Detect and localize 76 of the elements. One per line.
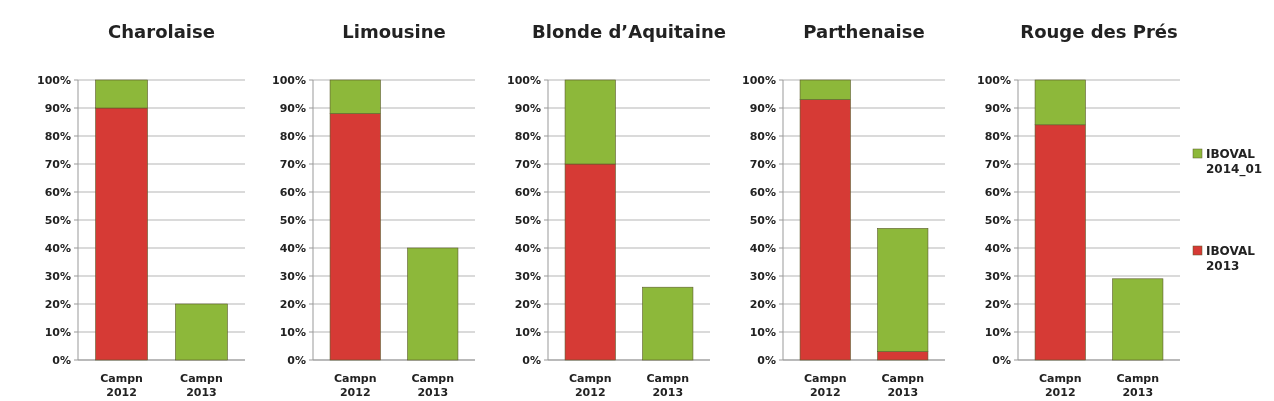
y-tick-label: 80%: [514, 129, 541, 143]
y-tick-label: 10%: [44, 325, 71, 339]
y-tick-label: 0%: [52, 353, 71, 367]
y-tick-label: 30%: [44, 269, 71, 283]
chart-title: Charolaise: [108, 21, 215, 42]
y-tick-label: 80%: [984, 129, 1011, 143]
y-tick-label: 40%: [514, 241, 541, 255]
y-tick-label: 90%: [279, 101, 306, 115]
y-tick-label: 30%: [279, 269, 306, 283]
y-tick-label: 70%: [279, 157, 306, 171]
y-tick-label: 90%: [44, 101, 71, 115]
x-tick-label: Campn 2012: [333, 372, 377, 399]
y-tick-label: 60%: [984, 185, 1011, 199]
bar: [1112, 278, 1164, 361]
x-tick-label: Campn 2012: [568, 372, 612, 399]
y-tick-label: 50%: [749, 213, 776, 227]
chart-title: Blonde d’Aquitaine: [532, 21, 726, 42]
y-tick-label: 0%: [992, 353, 1011, 367]
y-tick-label: 30%: [749, 269, 776, 283]
chart-title: Limousine: [342, 21, 446, 42]
y-tick-label: 10%: [984, 325, 1011, 339]
y-tick-label: 50%: [514, 213, 541, 227]
y-tick-label: 80%: [749, 129, 776, 143]
y-tick-label: 50%: [984, 213, 1011, 227]
legend-label: IBOVAL 2014_01: [1206, 147, 1263, 177]
bar: [642, 286, 694, 361]
y-tick-label: 20%: [749, 297, 776, 311]
y-tick-label: 10%: [514, 325, 541, 339]
x-tick-label: Campn 2013: [646, 372, 690, 399]
y-tick-label: 100%: [507, 73, 541, 87]
y-tick-label: 90%: [749, 101, 776, 115]
y-tick-label: 10%: [749, 325, 776, 339]
y-tick-label: 80%: [279, 129, 306, 143]
y-tick-label: 20%: [279, 297, 306, 311]
y-tick-label: 20%: [514, 297, 541, 311]
y-tick-label: 0%: [287, 353, 306, 367]
y-tick-label: 60%: [749, 185, 776, 199]
y-tick-label: 50%: [44, 213, 71, 227]
y-tick-label: 40%: [44, 241, 71, 255]
y-tick-label: 60%: [44, 185, 71, 199]
y-tick-label: 100%: [977, 73, 1011, 87]
x-tick-label: Campn 2013: [411, 372, 455, 399]
y-tick-label: 70%: [984, 157, 1011, 171]
y-tick-label: 100%: [37, 73, 71, 87]
legend-label: IBOVAL 2013: [1206, 244, 1256, 273]
y-tick-label: 0%: [522, 353, 541, 367]
x-tick-label: Campn 2012: [1038, 372, 1082, 399]
y-tick-label: 70%: [514, 157, 541, 171]
y-tick-label: 60%: [279, 185, 306, 199]
y-tick-label: 50%: [279, 213, 306, 227]
y-tick-label: 70%: [749, 157, 776, 171]
y-tick-label: 90%: [514, 101, 541, 115]
x-tick-label: Campn 2012: [803, 372, 847, 399]
y-tick-label: 40%: [984, 241, 1011, 255]
y-tick-label: 0%: [757, 353, 776, 367]
x-tick-label: Campn 2013: [1116, 372, 1160, 399]
y-tick-label: 60%: [514, 185, 541, 199]
y-tick-label: 90%: [984, 101, 1011, 115]
y-tick-label: 80%: [44, 129, 71, 143]
bar: [407, 247, 459, 361]
y-tick-label: 100%: [272, 73, 306, 87]
y-tick-label: 100%: [742, 73, 776, 87]
chart-title: Rouge des Prés: [1020, 21, 1178, 42]
y-tick-label: 20%: [44, 297, 71, 311]
y-tick-label: 40%: [279, 241, 306, 255]
bar: [175, 303, 228, 361]
x-tick-label: Campn 2013: [881, 372, 925, 399]
y-tick-label: 30%: [984, 269, 1011, 283]
y-tick-label: 10%: [279, 325, 306, 339]
chart-title: Parthenaise: [803, 21, 925, 42]
y-tick-label: 40%: [749, 241, 776, 255]
x-tick-label: Campn 2013: [180, 372, 223, 399]
y-tick-label: 20%: [984, 297, 1011, 311]
y-tick-label: 70%: [44, 157, 71, 171]
x-tick-label: Campn 2012: [100, 372, 143, 399]
y-tick-label: 30%: [514, 269, 541, 283]
